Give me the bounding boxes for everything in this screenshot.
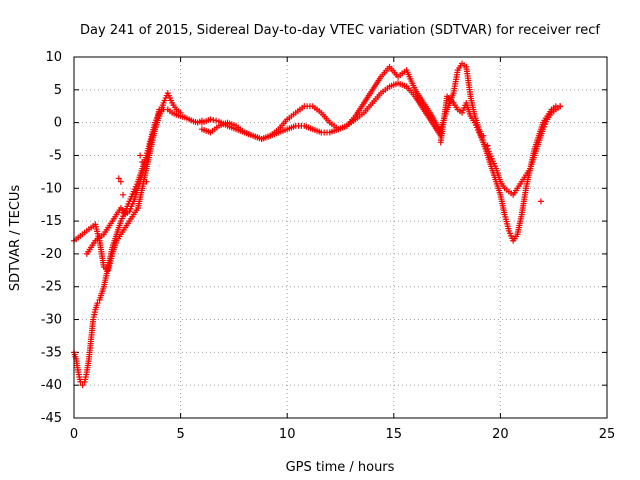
axis-ticks: 0 5 10 15 20 25 10 5 0 -5 -10 -15 -20 -25 -30 -35 -40 -45	[41, 50, 616, 442]
plot-frame	[73, 56, 608, 419]
x-tick-label: 5	[176, 427, 184, 442]
x-tick-label: 10	[279, 427, 296, 442]
y-tick-label: 5	[54, 83, 62, 98]
data-point	[79, 382, 86, 389]
data-point	[210, 117, 217, 124]
series-track-e	[198, 63, 444, 143]
y-tick-label: -5	[49, 148, 62, 163]
data-point	[480, 132, 487, 139]
grid	[74, 57, 607, 418]
y-tick-label: 0	[54, 116, 62, 131]
data-point	[137, 152, 144, 159]
data-point	[537, 198, 544, 205]
data-marks	[71, 60, 564, 389]
series-track-c	[83, 90, 184, 257]
data-point	[94, 300, 101, 307]
data-point	[139, 159, 146, 166]
y-tick-label: -30	[41, 313, 62, 328]
data-point	[213, 117, 220, 124]
data-point	[484, 142, 491, 149]
x-tick-label: 0	[70, 427, 78, 442]
y-tick-label: -45	[41, 411, 62, 426]
data-point	[207, 116, 214, 123]
x-tick-label: 15	[386, 427, 403, 442]
y-tick-label: -20	[41, 247, 62, 262]
data-point	[115, 175, 122, 182]
series-track-g	[437, 93, 564, 198]
y-axis-label: SDTVAR / TECUs	[8, 185, 23, 292]
y-tick-label: -15	[41, 214, 62, 229]
data-point	[117, 178, 124, 185]
x-tick-label: 25	[599, 427, 616, 442]
y-tick-label: -10	[41, 181, 62, 196]
data-point	[120, 191, 127, 198]
y-tick-label: 10	[45, 50, 62, 65]
y-tick-label: -25	[41, 280, 62, 295]
data-point	[143, 178, 150, 185]
data-point	[177, 109, 184, 116]
x-tick-label: 20	[492, 427, 509, 442]
y-tick-label: -35	[41, 345, 62, 360]
series-track-b	[71, 106, 163, 274]
chart-title: Day 241 of 2015, Sidereal Day-to-day VTE…	[80, 23, 600, 38]
series-outliers	[115, 132, 544, 205]
series-track-f	[437, 60, 564, 244]
data-point	[557, 103, 564, 110]
y-tick-label: -40	[41, 378, 62, 393]
x-axis-label: GPS time / hours	[286, 460, 395, 475]
